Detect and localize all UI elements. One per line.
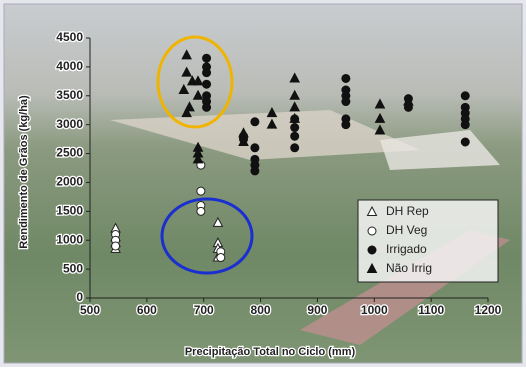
- y-tick-label: 4000: [56, 59, 83, 73]
- x-tick-label: 900: [307, 303, 327, 317]
- point: [342, 98, 350, 106]
- point: [251, 167, 259, 175]
- x-tick-label: 800: [251, 303, 271, 317]
- point: [197, 207, 205, 215]
- point: [291, 144, 299, 152]
- point: [251, 144, 259, 152]
- point: [461, 138, 469, 146]
- y-tick-label: 1000: [56, 232, 83, 246]
- legend-label: Irrigado: [386, 242, 427, 256]
- point: [251, 118, 259, 126]
- y-tick-label: 0: [76, 290, 83, 304]
- y-tick-label: 3500: [56, 88, 83, 102]
- x-tick-label: 1200: [475, 303, 502, 317]
- x-tick-label: 1100: [418, 303, 444, 317]
- y-tick-label: 500: [63, 261, 83, 275]
- x-tick-label: 600: [137, 303, 157, 317]
- point: [461, 121, 469, 129]
- point: [342, 121, 350, 129]
- point: [291, 132, 299, 140]
- x-tick-label: 700: [194, 303, 214, 317]
- legend-label: DH Veg: [386, 223, 427, 237]
- point: [203, 80, 211, 88]
- x-tick-label: 500: [80, 303, 100, 317]
- x-tick-label: 1000: [361, 303, 388, 317]
- y-axis-title: Rendimento de Grãos (kg/ha): [18, 95, 30, 249]
- point: [461, 92, 469, 100]
- point: [291, 124, 299, 132]
- legend-marker: [368, 246, 376, 254]
- point: [217, 254, 225, 262]
- point: [197, 187, 205, 195]
- y-tick-label: 2000: [56, 175, 83, 189]
- y-tick-label: 1500: [56, 204, 83, 218]
- point: [203, 69, 211, 77]
- point: [203, 103, 211, 111]
- point: [112, 242, 120, 250]
- legend-label: Não Irrig: [386, 261, 432, 275]
- chart: Precipitação Total no Ciclo (mm) Rendime…: [0, 0, 526, 367]
- x-axis-title: Precipitação Total no Ciclo (mm): [185, 346, 356, 358]
- y-tick-label: 3000: [56, 117, 83, 131]
- point: [342, 74, 350, 82]
- legend-label: DH Rep: [386, 204, 429, 218]
- y-tick-label: 2500: [56, 146, 83, 160]
- point: [203, 54, 211, 62]
- y-tick-label: 4500: [56, 30, 83, 44]
- legend-marker: [368, 227, 376, 235]
